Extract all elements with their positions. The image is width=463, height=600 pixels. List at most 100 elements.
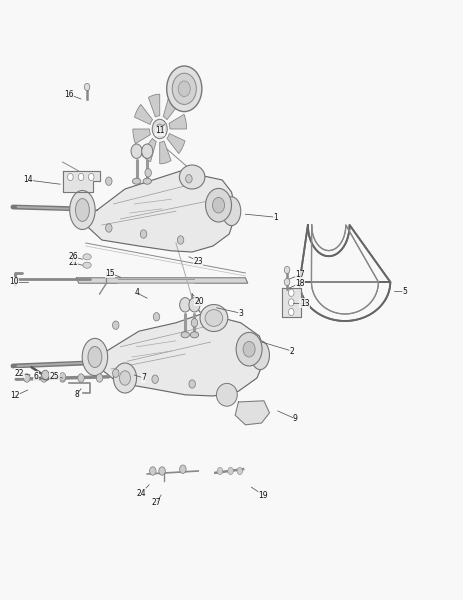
Circle shape [237, 467, 243, 475]
Polygon shape [133, 129, 150, 144]
Text: 14: 14 [23, 175, 32, 185]
Text: 1: 1 [273, 212, 278, 221]
Circle shape [59, 373, 66, 381]
Circle shape [142, 144, 153, 158]
Circle shape [236, 332, 262, 366]
Ellipse shape [217, 383, 238, 406]
Circle shape [284, 278, 290, 286]
Ellipse shape [132, 178, 141, 184]
Ellipse shape [190, 332, 199, 338]
Text: 8: 8 [74, 390, 79, 400]
Text: 16: 16 [64, 89, 73, 98]
Text: 6: 6 [34, 371, 38, 380]
Circle shape [159, 467, 165, 475]
Circle shape [243, 341, 255, 357]
Text: 27: 27 [152, 498, 161, 507]
Circle shape [213, 197, 225, 213]
Circle shape [145, 169, 151, 177]
Ellipse shape [251, 341, 269, 370]
Ellipse shape [200, 304, 228, 331]
Polygon shape [76, 278, 248, 283]
Polygon shape [86, 171, 236, 252]
Circle shape [167, 66, 202, 112]
Polygon shape [167, 134, 185, 154]
Ellipse shape [75, 199, 89, 221]
Circle shape [113, 321, 119, 329]
Circle shape [152, 375, 158, 383]
Circle shape [288, 299, 294, 306]
Ellipse shape [83, 254, 91, 260]
Text: 2: 2 [289, 346, 294, 355]
Ellipse shape [88, 346, 102, 367]
Circle shape [180, 465, 186, 473]
Circle shape [228, 467, 233, 475]
Circle shape [41, 374, 47, 382]
Circle shape [42, 370, 49, 380]
Circle shape [178, 81, 190, 97]
Text: 25: 25 [50, 371, 59, 380]
Circle shape [113, 363, 137, 393]
Text: 24: 24 [137, 488, 146, 498]
Circle shape [150, 467, 156, 475]
Circle shape [189, 380, 195, 388]
Circle shape [96, 374, 103, 382]
Text: 20: 20 [194, 296, 204, 305]
Circle shape [217, 467, 223, 475]
Polygon shape [169, 114, 187, 129]
Circle shape [78, 173, 84, 181]
Polygon shape [160, 141, 171, 164]
Ellipse shape [143, 178, 151, 184]
Circle shape [153, 313, 160, 321]
Text: 17: 17 [295, 270, 305, 279]
Polygon shape [282, 288, 301, 317]
Circle shape [177, 236, 184, 244]
Circle shape [59, 374, 66, 382]
Text: 22: 22 [15, 368, 24, 378]
Text: 3: 3 [238, 308, 243, 318]
Circle shape [24, 374, 30, 382]
Text: 5: 5 [403, 286, 407, 295]
Text: 15: 15 [106, 269, 115, 277]
Polygon shape [148, 94, 160, 117]
Circle shape [152, 119, 167, 139]
Circle shape [88, 173, 94, 181]
Circle shape [189, 298, 200, 312]
Ellipse shape [180, 165, 205, 189]
Ellipse shape [181, 332, 189, 338]
Text: 10: 10 [9, 277, 19, 286]
Text: 12: 12 [10, 391, 19, 401]
Polygon shape [63, 171, 100, 192]
Circle shape [284, 266, 290, 274]
Circle shape [106, 224, 112, 232]
Ellipse shape [222, 197, 241, 226]
Text: 9: 9 [293, 414, 298, 424]
Circle shape [140, 230, 147, 238]
Circle shape [206, 188, 232, 222]
Polygon shape [141, 139, 156, 162]
Circle shape [172, 73, 196, 104]
Polygon shape [134, 104, 152, 124]
Text: 13: 13 [300, 298, 309, 307]
Circle shape [180, 298, 191, 312]
Circle shape [191, 319, 198, 327]
Text: 23: 23 [194, 257, 203, 265]
Circle shape [186, 175, 192, 183]
Circle shape [106, 177, 112, 185]
Text: 18: 18 [295, 278, 305, 287]
Text: 4: 4 [134, 289, 139, 297]
Circle shape [84, 83, 90, 91]
Polygon shape [235, 401, 269, 425]
Circle shape [113, 369, 119, 377]
Ellipse shape [82, 338, 107, 376]
Ellipse shape [83, 262, 91, 268]
Circle shape [68, 173, 73, 181]
Circle shape [288, 289, 294, 296]
Circle shape [156, 124, 163, 134]
Ellipse shape [69, 191, 95, 229]
Circle shape [78, 374, 84, 382]
Polygon shape [101, 313, 266, 396]
Polygon shape [163, 96, 179, 119]
Circle shape [288, 308, 294, 316]
Text: 26: 26 [69, 252, 78, 262]
Text: 7: 7 [141, 373, 146, 383]
